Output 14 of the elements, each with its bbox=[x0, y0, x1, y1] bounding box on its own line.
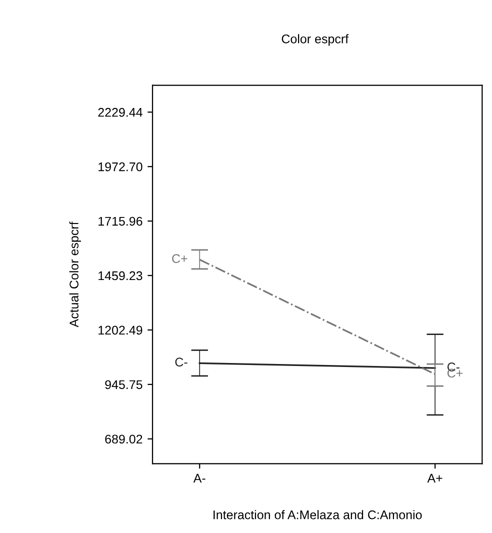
chart-title: Color espcrf bbox=[282, 34, 349, 46]
y-tick-label: 945.75 bbox=[105, 380, 142, 390]
x-tick-label: A- bbox=[193, 474, 206, 482]
y-tick-label: 1715.96 bbox=[98, 216, 142, 226]
y-tick-label: 689.02 bbox=[105, 434, 142, 444]
y-axis-title: Actual Color espcrf bbox=[69, 222, 81, 328]
x-tick-label: A+ bbox=[427, 474, 442, 482]
series-label: C- bbox=[175, 358, 188, 367]
y-tick-label: 1972.70 bbox=[98, 162, 142, 172]
y-tick-label: 1459.23 bbox=[98, 271, 142, 280]
x-axis-title: Interaction of A:Melaza and C:Amonio bbox=[214, 510, 422, 520]
y-tick-label: 1202.49 bbox=[98, 326, 142, 335]
series-label: C+ bbox=[172, 254, 188, 263]
y-tick-label: 2229.44 bbox=[98, 108, 142, 117]
